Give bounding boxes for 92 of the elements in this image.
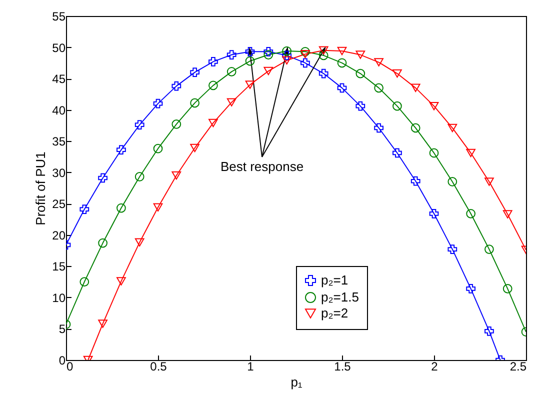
legend-label: p₂=2 [321,306,348,320]
point [466,284,476,294]
point [190,144,200,152]
point [116,145,126,155]
y-axis-title: Profit of PU1 [33,152,48,226]
y-tick-label: 10 [52,290,66,305]
point [410,176,420,186]
point [448,177,458,186]
y-tick-label: 25 [52,197,66,212]
point [282,46,292,56]
point [282,50,292,60]
point [264,46,274,56]
point [190,98,200,108]
y-tick-label: 55 [52,10,66,24]
point [98,320,108,328]
x-tick-label: 1 [247,360,254,374]
point [374,58,384,66]
point [226,50,236,60]
point [134,238,144,247]
y-tick-label: 45 [52,72,66,86]
point [429,148,439,158]
point [392,148,402,158]
point [172,120,182,129]
point [208,80,218,90]
x-tick-label: 0.5 [150,360,168,374]
point [116,277,126,286]
point [208,118,218,128]
point [484,244,494,254]
point [318,68,328,78]
point [318,46,328,55]
point [337,83,347,93]
point [300,46,310,56]
point [116,203,126,213]
x-axis-title: p₁ [290,374,303,390]
point [374,83,384,93]
point [484,178,494,186]
y-tick-label: 5 [58,322,66,336]
x-tick-label: 1.5 [334,360,352,374]
point [448,244,458,254]
legend-label: p₂=1.5 [321,290,359,304]
point [245,46,255,57]
point [337,46,347,56]
y-tick-label: 50 [52,40,66,55]
point [300,58,310,68]
point [172,81,182,91]
point [264,50,274,60]
y-tick-label: 35 [52,134,66,149]
point [429,208,439,218]
point [392,69,402,78]
point [448,124,458,132]
point [356,50,366,59]
point [356,101,366,111]
point [502,210,512,218]
point [98,238,108,248]
point [98,173,108,183]
point [410,123,420,133]
point [484,326,494,336]
point [153,203,163,212]
y-tick-label: 40 [52,103,66,118]
y-tick-label: 30 [52,166,66,180]
point [80,204,90,214]
point [134,172,144,182]
y-tick-label: 20 [52,228,66,242]
point [410,84,420,92]
point [264,66,274,76]
y-tick-label: 15 [52,260,66,274]
point [245,56,255,66]
x-tick-label: 2 [431,360,438,374]
point [226,66,236,76]
point [429,102,439,110]
annotation: Best response [220,159,304,174]
point [226,98,236,106]
point [318,50,328,60]
point [337,58,347,68]
point [153,98,163,108]
point [282,56,292,65]
point [374,123,384,133]
point [80,277,90,286]
point [466,148,476,158]
point [502,284,512,294]
point [134,120,144,130]
point [172,171,182,180]
point [153,144,163,154]
point [300,50,310,58]
point [245,80,255,89]
legend-label: p₂=1 [321,272,348,288]
point [356,68,366,78]
point [208,56,218,66]
x-tick-label: 2.5 [510,360,527,374]
point [190,68,200,77]
point [392,101,402,111]
point [466,208,476,218]
